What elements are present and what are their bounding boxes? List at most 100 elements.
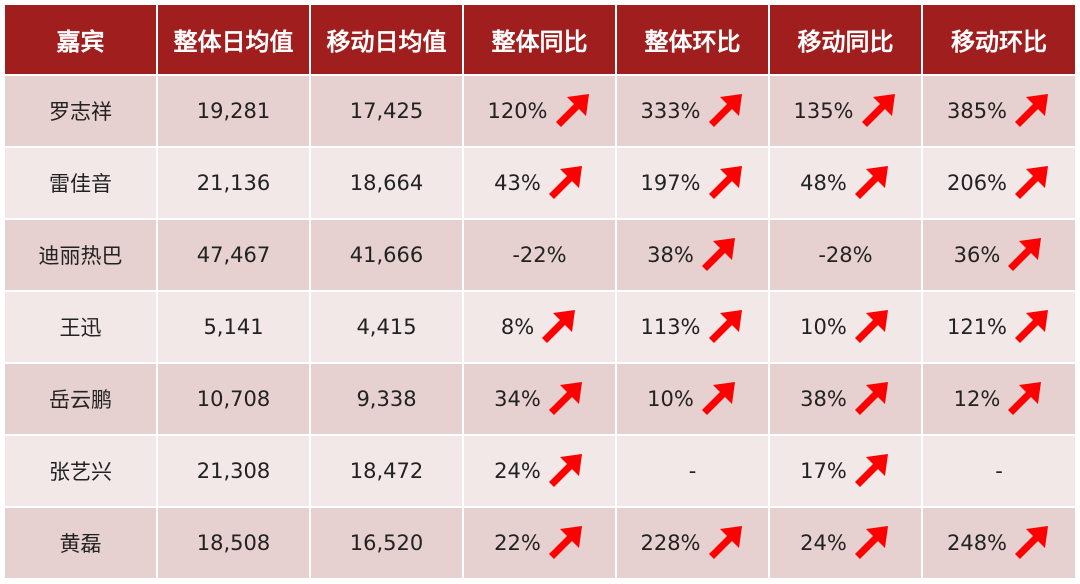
cell-value: -22% xyxy=(512,243,567,267)
cell-value: 10,708 xyxy=(196,387,271,411)
cell-value: 黄磊 xyxy=(59,532,102,556)
up-right-arrow-icon xyxy=(705,91,745,131)
cell-content: 121% xyxy=(947,307,1051,347)
cell-value: 5,141 xyxy=(203,315,264,339)
up-right-arrow-icon xyxy=(1004,379,1044,419)
up-right-arrow-icon xyxy=(698,235,738,275)
column-header-guest: 嘉宾 xyxy=(5,5,158,75)
overall-mom-cell: 228% xyxy=(616,506,770,578)
cell-value: 120% xyxy=(487,99,548,123)
up-right-arrow-icon xyxy=(851,163,891,203)
cell-value: 24% xyxy=(800,531,847,555)
cell-content: - xyxy=(995,459,1003,483)
cell-value: 41,666 xyxy=(349,243,424,267)
cell-content: 228% xyxy=(640,523,744,563)
overall-yoy-cell: 8% xyxy=(463,290,617,363)
column-header-overall-avg: 整体日均值 xyxy=(157,5,311,75)
cell-value: 38% xyxy=(800,387,847,411)
cell-content: 113% xyxy=(640,307,744,347)
mobile-yoy-cell: -28% xyxy=(769,218,923,291)
mobile-mom-cell: 36% xyxy=(922,218,1075,291)
cell-content: 36% xyxy=(954,235,1045,275)
mobile-avg-cell: 18,472 xyxy=(310,434,464,507)
table-body: 罗志祥 19,281 17,425 120% 333% 135% 385% 雷佳音 21,136… xyxy=(5,74,1075,578)
cell-value: 岳云鹏 xyxy=(49,388,112,412)
overall-yoy-cell: 22% xyxy=(463,506,617,578)
cell-content: 120% xyxy=(487,91,591,131)
cell-value: 10% xyxy=(800,315,847,339)
cell-value: 333% xyxy=(640,99,701,123)
mobile-mom-cell: 385% xyxy=(922,74,1075,147)
cell-value: 22% xyxy=(494,531,541,555)
cell-content: -28% xyxy=(818,243,872,267)
mobile-avg-cell: 41,666 xyxy=(310,218,464,291)
cell-content: 206% xyxy=(947,163,1051,203)
cell-content: 5,141 xyxy=(203,315,263,339)
cell-value: 385% xyxy=(946,99,1008,123)
table-header-row: 嘉宾 整体日均值 移动日均值 整体同比 整体环比 移动同比 移动环比 xyxy=(5,5,1075,75)
cell-value: 4,415 xyxy=(356,315,417,339)
up-right-arrow-icon xyxy=(705,163,745,203)
guest-name-cell: 岳云鹏 xyxy=(5,362,158,435)
up-right-arrow-icon xyxy=(1011,307,1051,347)
column-header-overall-yoy: 整体同比 xyxy=(463,5,617,75)
up-right-arrow-icon xyxy=(545,451,585,491)
cell-content: 21,308 xyxy=(197,459,270,483)
cell-value: 罗志祥 xyxy=(49,100,112,124)
cell-content: 17,425 xyxy=(350,99,423,123)
table-row: 罗志祥 19,281 17,425 120% 333% 135% 385% xyxy=(5,74,1075,147)
overall-mom-cell: 113% xyxy=(616,290,770,363)
cell-value: - xyxy=(688,459,697,483)
cell-content: 罗志祥 xyxy=(49,96,112,126)
cell-content: 9,338 xyxy=(356,387,416,411)
data-table-container: 嘉宾 整体日均值 移动日均值 整体同比 整体环比 移动同比 移动环比 罗志祥 19… xyxy=(5,5,1075,578)
overall-avg-cell: 19,281 xyxy=(157,74,311,147)
cell-value: 17,425 xyxy=(349,99,424,123)
cell-value: - xyxy=(995,459,1003,483)
overall-avg-cell: 21,308 xyxy=(157,434,311,507)
cell-value: 8% xyxy=(500,315,535,339)
overall-mom-cell: 38% xyxy=(616,218,770,291)
cell-value: 17% xyxy=(800,459,847,483)
guest-name-cell: 雷佳音 xyxy=(5,146,158,219)
cell-value: 18,472 xyxy=(349,459,424,483)
cell-content: 47,467 xyxy=(197,243,270,267)
cell-value: 135% xyxy=(793,99,854,123)
mobile-yoy-cell: 38% xyxy=(769,362,923,435)
cell-content: 19,281 xyxy=(197,99,270,123)
cell-content: 18,664 xyxy=(350,171,423,195)
cell-value: 197% xyxy=(640,171,701,195)
overall-avg-cell: 18,508 xyxy=(157,506,311,578)
cell-content: 333% xyxy=(640,91,744,131)
cell-content: 34% xyxy=(494,379,585,419)
cell-content: 迪丽热巴 xyxy=(39,240,123,270)
cell-content: 18,472 xyxy=(350,459,423,483)
cell-value: 48% xyxy=(800,171,847,195)
mobile-mom-cell: 248% xyxy=(922,506,1075,578)
cell-content: 黄磊 xyxy=(60,528,102,558)
cell-content: 12% xyxy=(954,379,1045,419)
cell-content: 18,508 xyxy=(197,531,270,555)
overall-avg-cell: 47,467 xyxy=(157,218,311,291)
cell-content: 48% xyxy=(800,163,891,203)
overall-mom-cell: - xyxy=(616,434,770,507)
overall-yoy-cell: 34% xyxy=(463,362,617,435)
cell-content: - xyxy=(689,459,697,483)
cell-content: 385% xyxy=(947,91,1051,131)
cell-value: 43% xyxy=(494,171,541,195)
up-right-arrow-icon xyxy=(1004,235,1044,275)
overall-yoy-cell: 120% xyxy=(463,74,617,147)
cell-content: 248% xyxy=(947,523,1051,563)
up-right-arrow-icon xyxy=(851,451,891,491)
overall-mom-cell: 197% xyxy=(616,146,770,219)
cell-content: 135% xyxy=(793,91,897,131)
cell-value: 18,508 xyxy=(196,531,271,555)
cell-content: 10% xyxy=(647,379,738,419)
cell-value: 24% xyxy=(494,459,541,483)
up-right-arrow-icon xyxy=(851,379,891,419)
cell-value: 12% xyxy=(953,387,1001,411)
up-right-arrow-icon xyxy=(1011,523,1051,563)
mobile-avg-cell: 17,425 xyxy=(310,74,464,147)
cell-value: 21,136 xyxy=(196,171,271,195)
cell-value: 206% xyxy=(946,171,1008,195)
